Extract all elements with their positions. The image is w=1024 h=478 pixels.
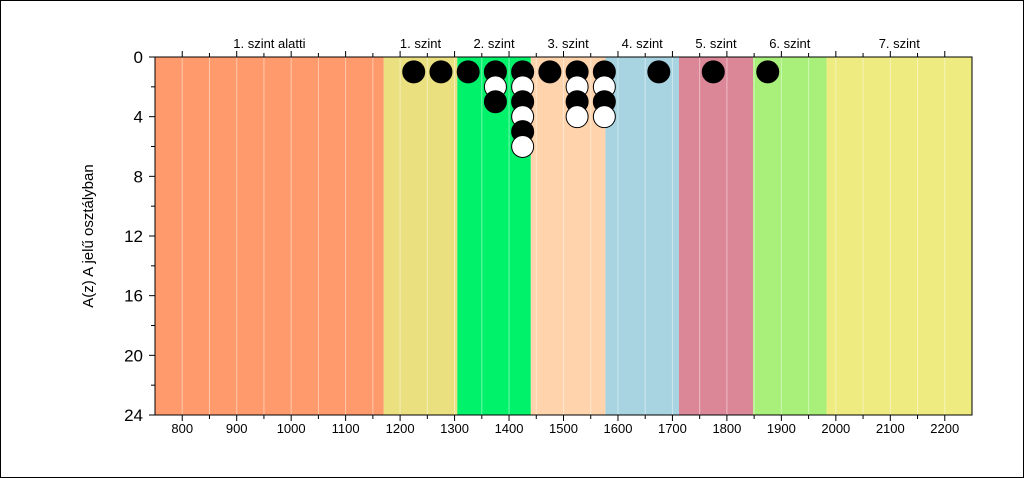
data-point-2 [429,60,453,84]
band-label-6: 5. szint [695,36,737,51]
band-label-5: 4. szint [622,36,664,51]
data-point-22 [647,60,671,84]
band-5 [605,57,679,415]
data-point-17 [565,105,589,129]
data-point-23 [701,60,725,84]
y-tick-label: 12 [124,227,143,246]
data-point-3 [456,60,480,84]
band-label-3: 2. szint [473,36,515,51]
x-tick-label: 900 [226,421,248,436]
y-tick-label: 0 [134,48,143,67]
x-tick-label: 1300 [440,421,469,436]
x-axis-ticks: 800 900 1000 1100 1200 1300 1400 1500 1600 1700 18… [171,51,959,436]
data-point-6 [483,90,507,114]
data-point-21 [592,105,616,129]
y-tick-label: 8 [134,167,143,186]
x-tick-label: 800 [171,421,193,436]
x-tick-label: 1800 [712,421,741,436]
data-points [402,60,780,158]
band-label-8: 7. szint [879,36,921,51]
y-axis-ticks: 0 4 8 12 16 20 24 [124,48,155,425]
band-label-4: 3. szint [548,36,590,51]
band-1 [155,57,384,415]
level-band-labels: 1. szint alatti 1. szint 2. szint 3. szint 4… [233,36,920,51]
y-axis-title: A(z) A jelű osztályban [80,164,97,307]
band-label-2: 1. szint [400,36,442,51]
y-tick-label: 24 [124,406,143,425]
x-tick-label: 1200 [386,421,415,436]
data-point-24 [756,60,780,84]
x-tick-label: 2100 [876,421,905,436]
x-tick-label: 2200 [930,421,959,436]
x-tick-label: 1000 [277,421,306,436]
band-label-7: 6. szint [769,36,811,51]
band-7 [753,57,827,415]
data-point-1 [402,60,426,84]
band-2 [383,57,458,415]
x-tick-label: 1500 [549,421,578,436]
vertical-gridlines [181,57,946,415]
band-8 [826,57,972,415]
y-tick-label: 20 [124,346,143,365]
x-tick-label: 1400 [495,421,524,436]
band-6 [678,57,754,415]
data-point-13 [538,60,562,84]
y-tick-label: 4 [134,108,143,127]
band-label-1: 1. szint alatti [233,36,305,51]
x-tick-label: 2000 [821,421,850,436]
x-tick-label: 1700 [658,421,687,436]
x-tick-label: 1600 [604,421,633,436]
x-tick-label: 1900 [767,421,796,436]
y-tick-label: 16 [124,287,143,306]
data-point-12 [511,135,535,158]
x-tick-label: 1100 [332,421,360,436]
